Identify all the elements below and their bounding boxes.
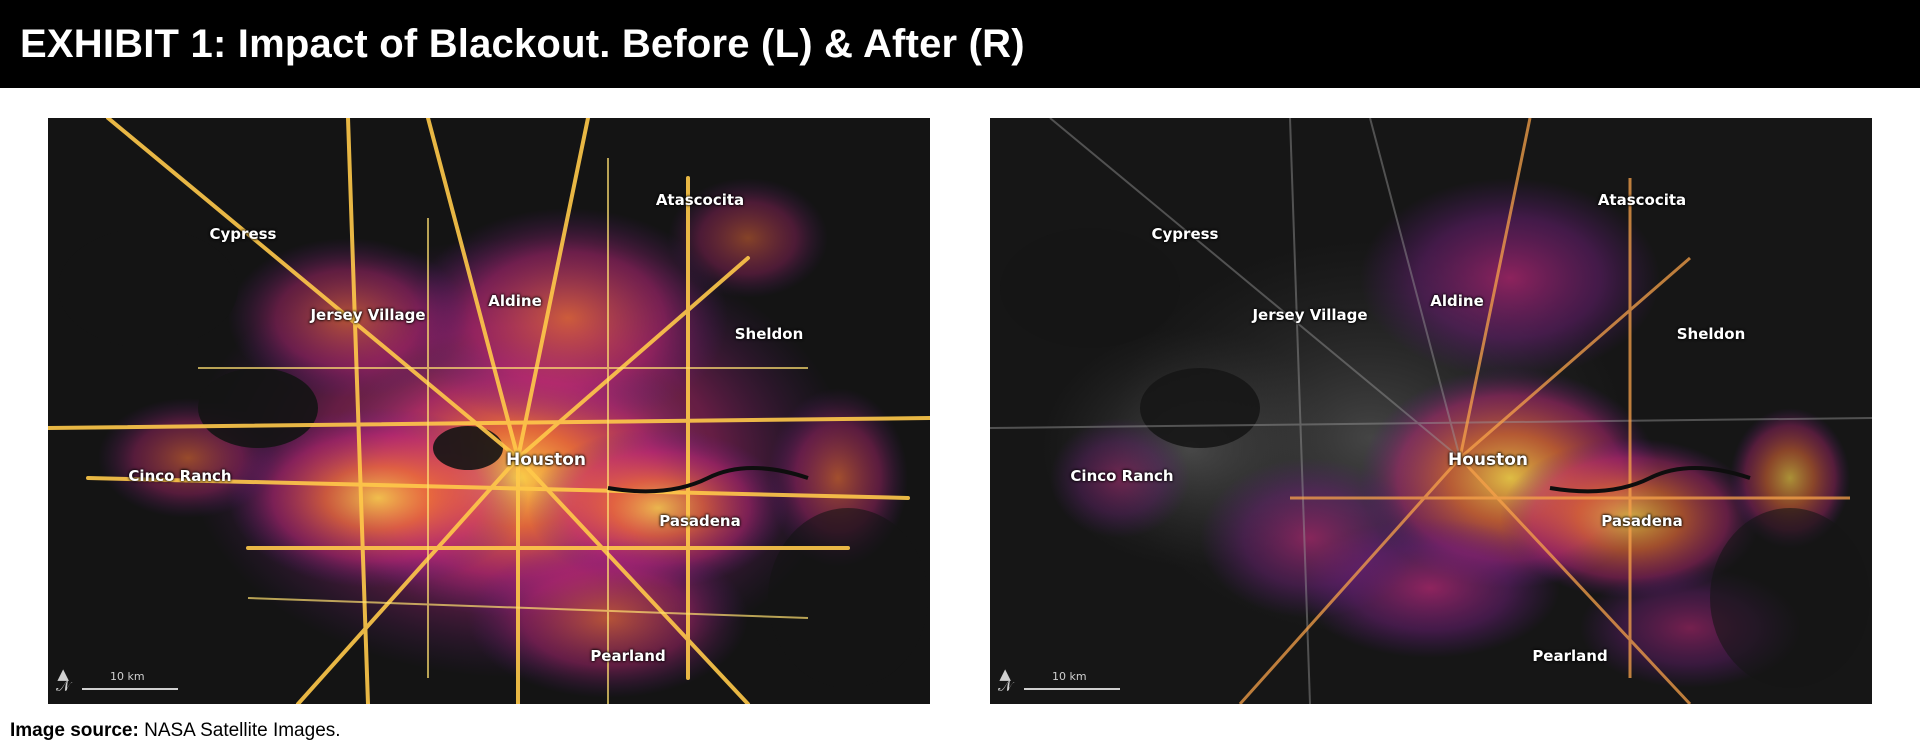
city-label-jersey-village: Jersey Village	[310, 306, 426, 324]
city-label-cypress: Cypress	[209, 225, 277, 243]
night-lights-after	[990, 118, 1872, 704]
image-source-label: Image source:	[10, 720, 139, 741]
city-label-pearland: Pearland	[590, 647, 666, 665]
city-label-cinco-ranch: Cinco Ranch	[1070, 467, 1174, 485]
city-label-cinco-ranch: Cinco Ranch	[128, 467, 232, 485]
scale-label: 10 km	[1052, 670, 1087, 683]
scale-bar: 10 km	[1024, 670, 1120, 690]
scale-bar-line	[1024, 688, 1120, 690]
north-arrow-icon: ▲ 𝒩	[56, 665, 71, 695]
city-label-pearland: Pearland	[1532, 647, 1608, 665]
map-before: Atascocita Cypress Aldine Jersey Village…	[48, 118, 930, 704]
scale-label: 10 km	[110, 670, 145, 683]
exhibit-header: EXHIBIT 1: Impact of Blackout. Before (L…	[0, 0, 1920, 88]
map-after: Atascocita Cypress Aldine Jersey Village…	[990, 118, 1872, 704]
city-label-aldine: Aldine	[488, 292, 542, 310]
city-label-pasadena: Pasadena	[1601, 512, 1683, 530]
city-label-atascocita: Atascocita	[655, 191, 745, 209]
scale-bar-line	[82, 688, 178, 690]
city-label-houston: Houston	[505, 450, 587, 470]
scale-bar: 10 km	[82, 670, 178, 690]
city-label-aldine: Aldine	[1430, 292, 1484, 310]
night-lights-before	[48, 118, 930, 704]
image-source-text: NASA Satellite Images.	[144, 720, 341, 741]
north-arrow-icon: ▲ 𝒩	[998, 665, 1013, 695]
city-label-sheldon: Sheldon	[1676, 325, 1746, 343]
city-label-houston: Houston	[1447, 450, 1529, 470]
exhibit-title: EXHIBIT 1: Impact of Blackout. Before (L…	[20, 21, 1025, 66]
city-label-atascocita: Atascocita	[1597, 191, 1687, 209]
image-source-caption: Image source: NASA Satellite Images.	[10, 720, 341, 742]
city-label-jersey-village: Jersey Village	[1252, 306, 1368, 324]
city-label-sheldon: Sheldon	[734, 325, 804, 343]
city-label-pasadena: Pasadena	[659, 512, 741, 530]
city-label-cypress: Cypress	[1151, 225, 1219, 243]
